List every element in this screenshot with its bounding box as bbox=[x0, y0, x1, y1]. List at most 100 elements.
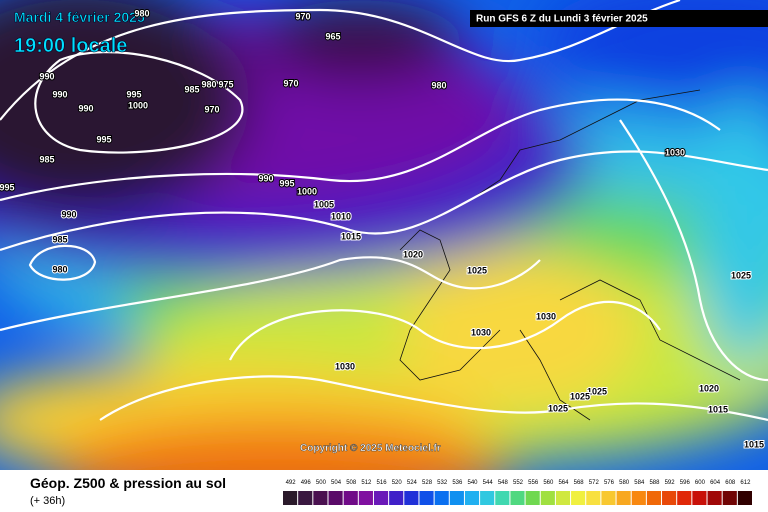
scale-label: 500 bbox=[316, 480, 327, 486]
scale-swatch bbox=[601, 491, 616, 505]
scale-swatch bbox=[298, 491, 313, 505]
isobar-label: 995 bbox=[0, 182, 15, 192]
isobar-label: 1025 bbox=[587, 386, 607, 396]
scale-swatch bbox=[707, 491, 722, 505]
scale-label: 536 bbox=[452, 480, 463, 486]
isobar-label: 965 bbox=[325, 31, 340, 41]
isobar-label: 980 bbox=[134, 8, 149, 18]
scale-swatch bbox=[571, 491, 586, 505]
scale-swatch bbox=[480, 491, 495, 505]
isobar-label: 975 bbox=[218, 79, 233, 89]
scale-swatch bbox=[313, 491, 328, 505]
isobar-label: 985 bbox=[52, 234, 67, 244]
isobar-label: 995 bbox=[126, 89, 141, 99]
scale-label: 544 bbox=[483, 480, 494, 486]
isobar-label: 1015 bbox=[708, 404, 728, 414]
isobar-label: 990 bbox=[39, 71, 54, 81]
isobar-label: 1015 bbox=[744, 439, 764, 449]
isobar-label: 1030 bbox=[536, 311, 556, 321]
scale-label: 516 bbox=[377, 480, 388, 486]
scale-label: 604 bbox=[710, 480, 721, 486]
isobar-label: 1010 bbox=[331, 211, 351, 221]
isobar-label: 995 bbox=[279, 178, 294, 188]
isobar-label: 970 bbox=[295, 11, 310, 21]
isobar-label: 1025 bbox=[570, 391, 590, 401]
scale-label: 528 bbox=[422, 480, 433, 486]
isobar-label: 1025 bbox=[731, 270, 751, 280]
isobar-label: 970 bbox=[204, 104, 219, 114]
scale-swatch bbox=[722, 491, 737, 505]
isobar-label: 1025 bbox=[467, 265, 487, 275]
scale-label: 504 bbox=[331, 480, 342, 486]
scale-swatch bbox=[555, 491, 571, 505]
scale-swatch bbox=[373, 491, 389, 505]
isobar-label: 1030 bbox=[665, 147, 685, 157]
footer-title: Géop. Z500 & pression au sol bbox=[30, 475, 226, 491]
isobar-label: 980 bbox=[431, 80, 446, 90]
isobar-label: 980 bbox=[52, 264, 67, 274]
scale-label: 600 bbox=[695, 480, 706, 486]
scale-swatch bbox=[343, 491, 358, 505]
scale-swatch bbox=[737, 491, 752, 505]
isobar-label: 980 bbox=[201, 79, 216, 89]
scale-swatch bbox=[677, 491, 692, 505]
scale-swatch bbox=[525, 491, 540, 505]
isobar-label: 1030 bbox=[335, 361, 355, 371]
scale-label: 576 bbox=[604, 480, 615, 486]
scale-label: 508 bbox=[346, 480, 357, 486]
scale-swatch bbox=[510, 491, 525, 505]
scale-label: 612 bbox=[740, 480, 751, 486]
isobar-label: 995 bbox=[96, 134, 111, 144]
isobar-label: 990 bbox=[258, 173, 273, 183]
scale-swatch bbox=[495, 491, 510, 505]
scale-swatch bbox=[389, 491, 404, 505]
scale-label: 548 bbox=[498, 480, 509, 486]
scale-label: 584 bbox=[634, 480, 645, 486]
scale-swatch bbox=[434, 491, 449, 505]
isobar-label: 990 bbox=[61, 209, 76, 219]
isobar-label: 985 bbox=[184, 84, 199, 94]
scale-label: 532 bbox=[437, 480, 448, 486]
scale-swatch bbox=[464, 491, 480, 505]
isobar-label: 1000 bbox=[297, 186, 317, 196]
scale-swatch bbox=[586, 491, 601, 505]
isobar-label: 1020 bbox=[699, 383, 719, 393]
scale-swatch bbox=[616, 491, 631, 505]
scale-label: 592 bbox=[665, 480, 676, 486]
forecast-date: Mardi 4 février 2025 bbox=[14, 9, 145, 25]
scale-swatch bbox=[328, 491, 343, 505]
isobar-label: 1005 bbox=[314, 199, 334, 209]
scale-label: 564 bbox=[558, 480, 569, 486]
isobar-label: 985 bbox=[39, 154, 54, 164]
scale-label: 512 bbox=[361, 480, 372, 486]
scale-label: 496 bbox=[301, 480, 312, 486]
scale-swatch bbox=[692, 491, 707, 505]
scale-swatch bbox=[631, 491, 646, 505]
scale-swatch bbox=[404, 491, 419, 505]
run-label: Run GFS 6 Z du Lundi 3 février 2025 bbox=[476, 14, 648, 25]
scale-label: 556 bbox=[528, 480, 539, 486]
scale-label: 540 bbox=[468, 480, 479, 486]
scale-swatch bbox=[662, 491, 677, 505]
scale-swatch bbox=[419, 491, 434, 505]
scale-label: 520 bbox=[392, 480, 403, 486]
scale-label: 572 bbox=[589, 480, 600, 486]
scale-label: 596 bbox=[680, 480, 691, 486]
scale-swatch bbox=[540, 491, 555, 505]
scale-label: 580 bbox=[619, 480, 630, 486]
isobar-label: 1000 bbox=[128, 100, 148, 110]
forecast-time: 19:00 locale bbox=[14, 35, 127, 57]
scale-swatch bbox=[358, 491, 373, 505]
isobar-label: 1020 bbox=[403, 249, 423, 259]
scale-label: 552 bbox=[513, 480, 524, 486]
copyright: Copyright © 2025 Meteociel.fr bbox=[300, 443, 441, 454]
scale-swatch bbox=[646, 491, 662, 505]
isobar-label: 1030 bbox=[471, 327, 491, 337]
isobar-label: 970 bbox=[283, 78, 298, 88]
scale-label: 560 bbox=[543, 480, 554, 486]
scale-swatch bbox=[283, 491, 298, 505]
isobar-label: 990 bbox=[52, 89, 67, 99]
